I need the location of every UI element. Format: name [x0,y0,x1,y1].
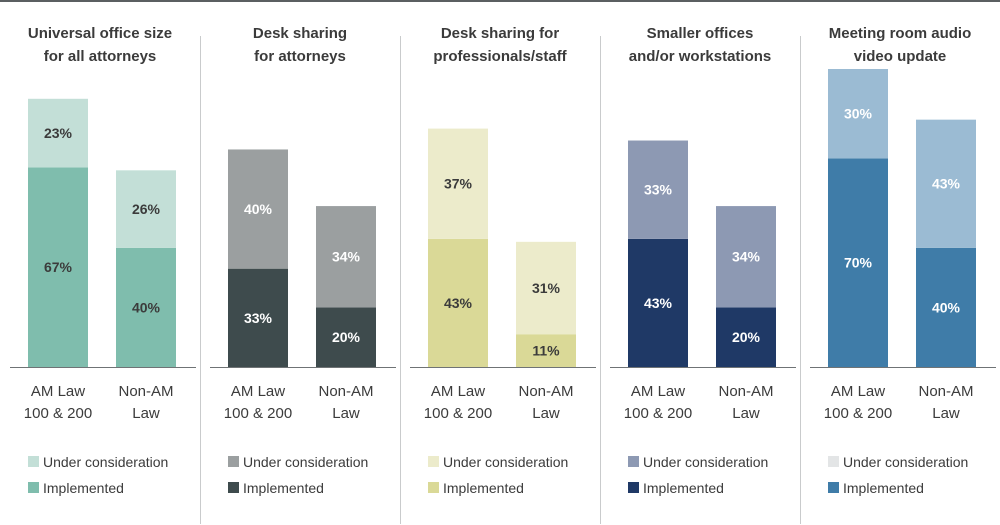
bar-plot: 43% 37% 11% 31% [410,128,596,368]
legend-label: Implemented [443,480,524,496]
bar-segment-implemented [228,268,288,367]
legend-label: Implemented [243,480,324,496]
data-label: 23% [44,125,73,141]
legend-swatch [828,482,839,493]
legend-swatch [428,456,439,467]
bar-segment-under-consideration [316,206,376,308]
bar-segment-implemented [428,238,488,367]
data-label: 34% [332,249,361,265]
data-label: 43% [932,176,961,192]
data-label: 33% [244,310,273,326]
bar-segment-implemented [316,307,376,367]
legend-swatch [428,482,439,493]
bar-segment-implemented [916,247,976,367]
bar-plot: 70% 30% 40% 43% [810,69,996,368]
data-label: 40% [244,201,273,217]
legend-label: Under consideration [43,454,169,470]
legend-swatch [28,482,39,493]
legend-swatch [628,482,639,493]
legend-swatch [228,456,239,467]
data-label: 70% [844,255,873,271]
bar-segment-under-consideration [628,140,688,239]
data-label: 11% [532,343,560,359]
category-label: AM Law 100 & 200 [223,383,293,422]
category-label: AM Law 100 & 200 [423,383,493,422]
bar-segment-under-consideration [516,241,576,335]
legend-label: Under consideration [843,454,969,470]
chart-title: Desk sharing for attorneys [252,25,348,65]
bar-segment-implemented [628,238,688,367]
chart-panel-2: Desk sharing for attorneys 33% 40% 20% 34% AM… [200,0,400,525]
legend-swatch [628,456,639,467]
legend-swatch [228,482,239,493]
data-label: 20% [332,329,361,345]
category-label: AM Law 100 & 200 [623,383,693,422]
category-label: Non-AM Law [918,383,974,422]
chart-panel-1: Universal office size for all attorneys 6… [0,0,200,525]
data-label: 43% [444,295,473,311]
category-label: AM Law 100 & 200 [823,383,893,422]
panel-divider [200,36,201,524]
category-label: AM Law 100 & 200 [23,383,93,422]
data-label: 43% [644,295,673,311]
data-label: 67% [44,259,73,275]
legend-label: Under consideration [243,454,369,470]
bar-segment-under-consideration [428,128,488,239]
data-label: 31% [532,280,561,296]
data-label: 40% [132,299,161,315]
chart-panel-5: Meeting room audio video update 70% 30% 40%… [800,0,1000,525]
chart-panel-3: Desk sharing for professionals/staff 43% 3… [400,0,600,525]
bar-segment-implemented [516,334,576,367]
data-label: 37% [444,176,473,192]
data-label: 30% [844,106,873,122]
legend-label: Under consideration [443,454,569,470]
data-label: 40% [932,299,961,315]
legend-swatch [28,456,39,467]
chart-panel-4: Smaller offices and/or workstations 43% 33… [600,0,800,525]
bar-plot: 33% 40% 20% 34% [210,149,396,368]
category-label: Non-AM Law [718,383,774,422]
category-label: Non-AM Law [118,383,174,422]
category-label: Non-AM Law [318,383,374,422]
bar-plot: 43% 33% 20% 34% [610,140,796,368]
bar-segment-under-consideration [116,170,176,248]
legend-label: Implemented [843,480,924,496]
bar-segment-under-consideration [228,149,288,269]
data-label: 26% [132,201,161,217]
panel-divider [800,36,801,524]
legend-label: Implemented [43,480,124,496]
data-label: 20% [732,329,761,345]
bar-segment-implemented [716,307,776,367]
bar-segment-implemented [828,158,888,367]
chart-title: Desk sharing for professionals/staff [433,25,567,65]
legend-label: Implemented [643,480,724,496]
chart-title: Meeting room audio video update [828,25,972,65]
bar-segment-implemented [116,247,176,367]
bar-segment-under-consideration [916,119,976,248]
panel-divider [400,36,401,524]
panel-divider [600,36,601,524]
top-rule [0,0,1000,2]
chart-title: Universal office size for all attorneys [27,25,173,65]
bar-plot: 67% 23% 40% 26% [10,98,196,368]
legend-label: Under consideration [643,454,769,470]
bar-segment-under-consideration [716,206,776,308]
data-label: 34% [732,249,761,265]
data-label: 33% [644,182,673,198]
chart-title: Smaller offices and/or workstations [628,25,772,65]
legend-swatch [828,456,839,467]
category-label: Non-AM Law [518,383,574,422]
bar-segment-implemented [28,167,88,367]
bar-segment-under-consideration [28,98,88,168]
bar-segment-under-consideration [828,69,888,159]
